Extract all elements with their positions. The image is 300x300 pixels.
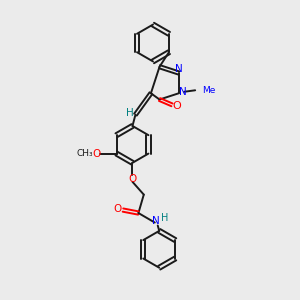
Text: H: H	[126, 108, 134, 118]
Text: CH₃: CH₃	[76, 149, 93, 158]
Text: N: N	[179, 87, 187, 97]
Text: Me: Me	[202, 86, 215, 95]
Text: H: H	[161, 213, 169, 223]
Text: O: O	[172, 101, 181, 111]
Text: N: N	[152, 216, 160, 226]
Text: O: O	[128, 174, 136, 184]
Text: O: O	[114, 204, 122, 214]
Text: N: N	[175, 64, 183, 74]
Text: O: O	[92, 148, 100, 159]
